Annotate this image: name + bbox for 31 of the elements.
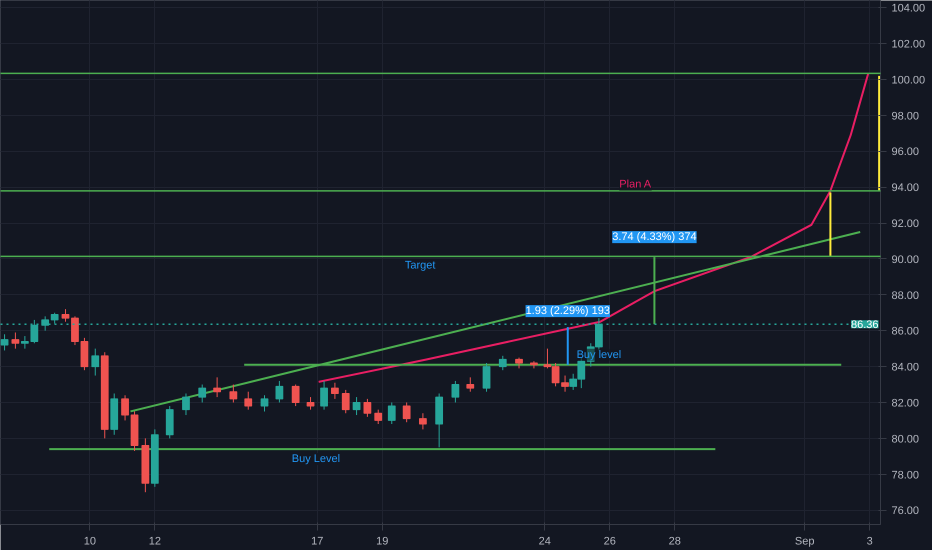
x-tick-label: Sep <box>794 536 814 548</box>
x-tick-label: 28 <box>668 536 681 548</box>
annotation: Plan A <box>619 178 652 190</box>
y-tick-label: 86.00 <box>892 326 920 338</box>
annotation: 1.93 (2.29%) 193 <box>526 305 610 318</box>
annotation: Target <box>404 259 436 272</box>
y-tick-label: 104.00 <box>892 2 926 15</box>
y-tick-label: 78.00 <box>892 469 920 482</box>
y-tick-label: 98.00 <box>892 110 920 122</box>
annotation: Buy Level <box>292 453 340 466</box>
y-tick-label: 96.00 <box>892 146 920 158</box>
x-tick-label: 24 <box>538 536 551 548</box>
annotation: Buy level <box>576 348 622 361</box>
x-tick-label: 3 <box>866 536 873 548</box>
y-tick-label: 76.00 <box>892 505 920 518</box>
annotation: 3.74 (4.33%) 374 <box>612 231 697 244</box>
y-tick-label: 84.00 <box>892 362 920 374</box>
x-tick-label: 10 <box>84 536 96 548</box>
x-tick-label: 12 <box>148 536 161 548</box>
y-tick-label: 88.00 <box>892 290 920 302</box>
y-tick-label: 94.00 <box>892 182 920 194</box>
x-tick-label: 26 <box>604 536 616 548</box>
y-tick-label: 100.00 <box>892 74 926 86</box>
y-tick-label: 102.00 <box>892 38 926 51</box>
y-tick-label: 80.00 <box>892 433 920 446</box>
x-tick-label: 17 <box>311 536 324 548</box>
ref-line-label: 86.36 <box>850 319 879 332</box>
y-tick-label: 82.00 <box>892 397 920 410</box>
y-tick-label: 92.00 <box>892 218 920 230</box>
x-tick-label: 19 <box>376 536 388 548</box>
y-tick-label: 90.00 <box>892 254 920 266</box>
